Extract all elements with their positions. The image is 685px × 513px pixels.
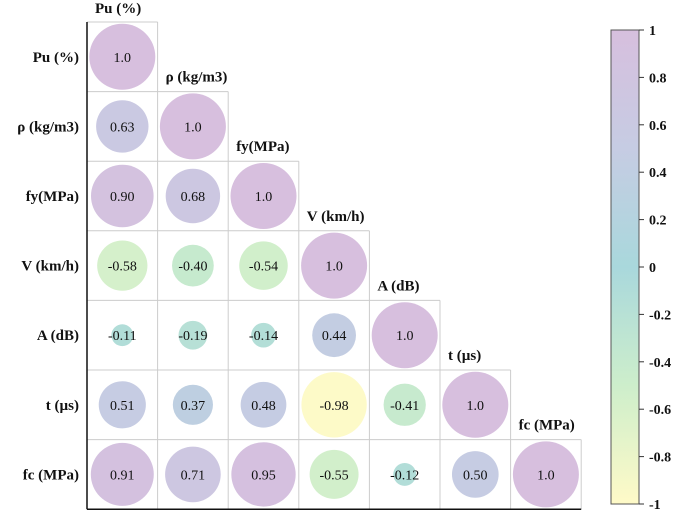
correlation-circle — [90, 164, 154, 228]
correlation-value: 1.0 — [255, 190, 273, 205]
correlation-circle — [239, 241, 288, 290]
correlation-value: 0.48 — [251, 399, 276, 414]
correlation-value: 0.44 — [322, 329, 347, 344]
row-label: A (dB) — [37, 328, 79, 344]
correlation-circle — [393, 462, 417, 486]
correlation-circle — [231, 442, 296, 507]
correlation-circle — [172, 244, 214, 287]
colorbar-tick-label: -0.2 — [649, 308, 671, 323]
correlation-value: 0.37 — [181, 399, 206, 414]
correlation-value: 1.0 — [184, 120, 202, 135]
correlation-circle — [172, 384, 213, 425]
colorbar-gradient — [610, 29, 640, 505]
colorbar-tick-label: 0.8 — [649, 71, 667, 86]
correlation-circle — [165, 168, 221, 224]
correlation-value: 1.0 — [537, 468, 555, 483]
column-label: A (dB) — [377, 278, 419, 294]
correlation-value: -0.12 — [390, 468, 419, 483]
column-label: Pu (%) — [95, 1, 141, 17]
column-label: fc (MPa) — [519, 418, 575, 434]
correlation-value: 0.50 — [463, 468, 488, 483]
correlation-circle — [371, 302, 438, 369]
correlation-circle — [451, 451, 499, 498]
row-label: t (µs) — [46, 398, 79, 414]
correlation-circle — [442, 371, 509, 438]
row-label: ρ (kg/m3) — [17, 119, 79, 135]
correlation-circles — [89, 23, 579, 508]
correlation-value: 0.68 — [181, 190, 206, 205]
column-label: t (µs) — [448, 348, 481, 364]
correlation-circle — [159, 93, 226, 160]
correlation-circle — [178, 320, 208, 350]
correlation-value: 1.0 — [114, 51, 132, 66]
correlation-values: 1.0 0.63 1.0 0.90 0.68 1.0 -0.58 -0.40 -0.54 1.0 -… — [108, 51, 555, 484]
correlation-value: 1.0 — [325, 260, 343, 275]
correlation-circle — [301, 372, 367, 438]
correlation-value: 1.0 — [467, 399, 485, 414]
correlation-circle — [111, 324, 134, 347]
correlation-circle — [309, 449, 359, 499]
correlation-circle — [240, 381, 287, 428]
correlation-value: 0.95 — [251, 468, 276, 483]
row-label: fy(MPa) — [26, 189, 79, 205]
variable-labels: Pu (%) ρ (kg/m3) fy(MPa) V (km/h) A (dB) t (µ… — [17, 1, 575, 483]
row-label: V (km/h) — [21, 259, 79, 275]
correlation-circle — [312, 313, 356, 358]
colorbar-tick-label: -0.4 — [649, 356, 671, 371]
colorbar-tick-label: -1 — [649, 498, 661, 513]
row-label: fc (MPa) — [23, 467, 79, 483]
correlation-value: -0.55 — [320, 468, 349, 483]
row-label: Pu (%) — [33, 50, 79, 66]
column-label: V (km/h) — [307, 209, 365, 225]
colorbar-tick-label: 0.2 — [649, 214, 667, 229]
correlation-value: 1.0 — [396, 329, 414, 344]
correlation-circle — [512, 441, 579, 508]
cell-grid — [86, 21, 582, 510]
colorbar-tick-label: -0.8 — [649, 451, 671, 466]
correlation-value: -0.19 — [178, 329, 207, 344]
colorbar-tick-label: -0.6 — [649, 403, 671, 418]
correlation-circle — [90, 442, 154, 506]
correlation-value: 0.91 — [110, 468, 135, 483]
correlation-circle — [97, 240, 148, 291]
correlation-circle — [165, 446, 221, 503]
correlation-value: -0.41 — [390, 399, 419, 414]
correlation-circle — [96, 100, 149, 153]
correlation-value: -0.11 — [108, 329, 137, 344]
correlation-value: -0.14 — [249, 329, 278, 344]
correlation-value: 0.63 — [110, 120, 135, 135]
colorbar-tick-label: 0.4 — [649, 166, 667, 181]
column-label: ρ (kg/m3) — [166, 70, 228, 86]
correlation-circle — [251, 322, 276, 348]
colorbar-tick-label: 1 — [649, 24, 656, 39]
column-label: fy(MPa) — [236, 139, 289, 155]
correlation-value: -0.40 — [178, 260, 207, 275]
correlation-value: 0.90 — [110, 190, 135, 205]
colorbar-tick-label: 0.6 — [649, 119, 667, 134]
correlation-value: -0.58 — [108, 260, 137, 275]
correlation-circle — [230, 163, 297, 229]
colorbar: 1 0.8 0.6 0.4 0.2 0 -0.2 -0.4 -0.6 -0.8 -1 — [610, 24, 671, 513]
correlation-value: -0.54 — [249, 260, 278, 275]
correlation-value: 0.71 — [181, 468, 206, 483]
colorbar-ticks: 1 0.8 0.6 0.4 0.2 0 -0.2 -0.4 -0.6 -0.8 -1 — [639, 24, 671, 513]
correlation-value: 0.51 — [110, 399, 135, 414]
correlation-circle — [89, 23, 156, 90]
correlation-circle — [383, 383, 426, 426]
correlation-value: -0.98 — [320, 399, 349, 414]
correlation-circle — [98, 381, 146, 429]
colorbar-tick-label: 0 — [649, 261, 656, 276]
correlation-circle — [301, 232, 368, 299]
